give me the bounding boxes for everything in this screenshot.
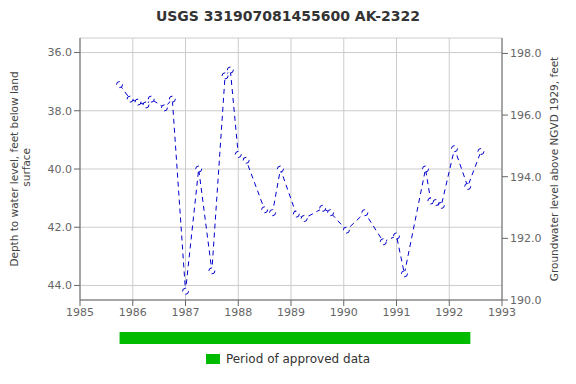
svg-text:194.0: 194.0 bbox=[510, 171, 542, 184]
svg-text:38.0: 38.0 bbox=[48, 105, 73, 118]
svg-text:44.0: 44.0 bbox=[48, 279, 73, 292]
html-text:Period of approved data: Period of approved data bbox=[225, 352, 371, 366]
svg-text:36.0: 36.0 bbox=[48, 46, 73, 59]
html-text:USGS 331907081455600 AK-2322: USGS 331907081455600 AK-2322 bbox=[155, 8, 421, 24]
svg-text:192.0: 192.0 bbox=[510, 232, 542, 245]
svg-text:Groundwater level above NGVD 1: Groundwater level above NGVD 1929, feet bbox=[548, 57, 560, 281]
svg-text:190.0: 190.0 bbox=[510, 294, 542, 307]
svg-text:1989: 1989 bbox=[277, 306, 305, 319]
svg-text:1985: 1985 bbox=[66, 306, 94, 319]
svg-text:1993: 1993 bbox=[488, 306, 516, 319]
svg-text:Depth to water level, feet bel: Depth to water level, feet below land su… bbox=[8, 71, 32, 266]
svg-text:40.0: 40.0 bbox=[48, 163, 73, 176]
svg-text:1987: 1987 bbox=[172, 306, 200, 319]
svg-text:1988: 1988 bbox=[224, 306, 252, 319]
svg-text:1986: 1986 bbox=[119, 306, 147, 319]
svg-text:1992: 1992 bbox=[435, 306, 463, 319]
svg-text:1991: 1991 bbox=[383, 306, 411, 319]
svg-text:198.0: 198.0 bbox=[510, 47, 542, 60]
svg-text:42.0: 42.0 bbox=[48, 221, 73, 234]
svg-text:196.0: 196.0 bbox=[510, 109, 542, 122]
svg-text:1990: 1990 bbox=[330, 306, 358, 319]
